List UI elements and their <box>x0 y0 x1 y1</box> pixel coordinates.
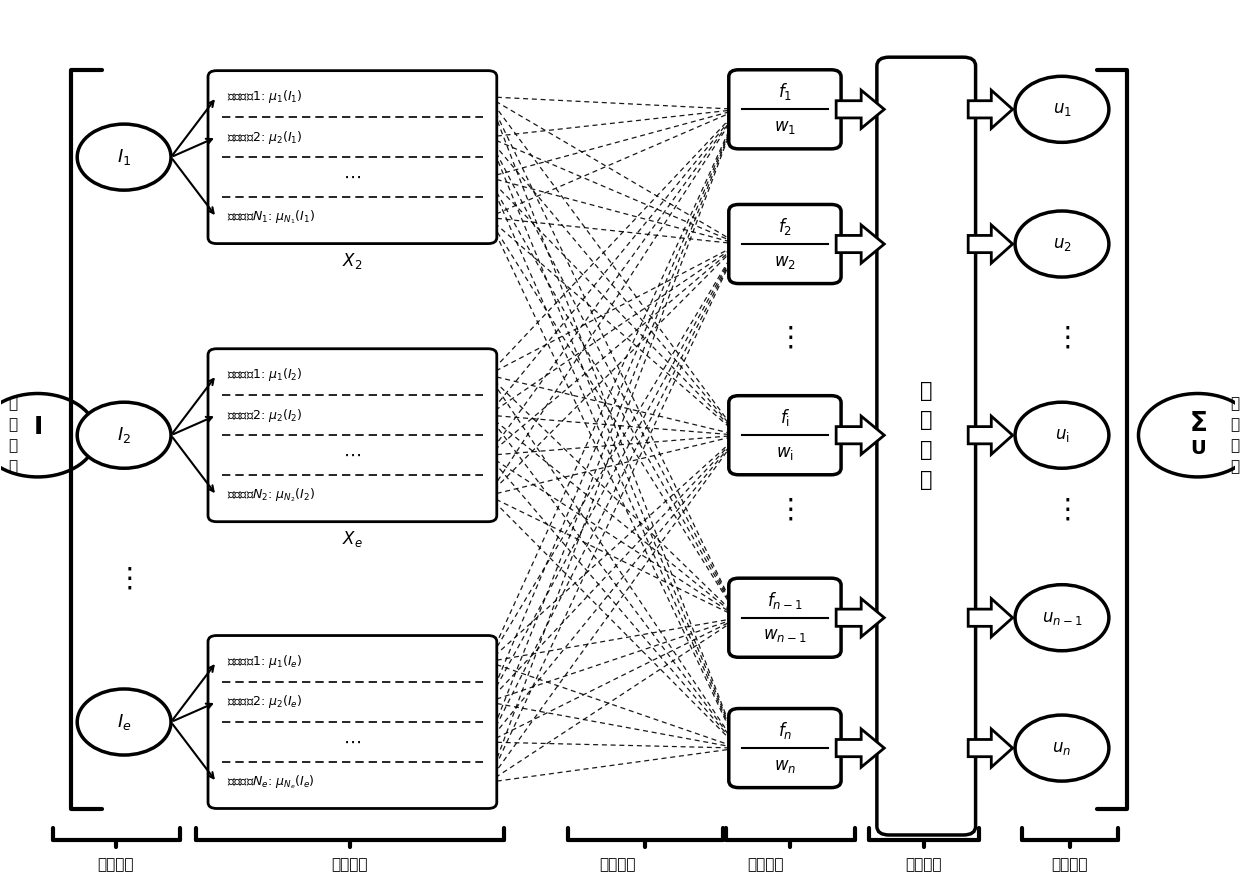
Text: $\boldsymbol{I_1}$: $\boldsymbol{I_1}$ <box>117 147 131 167</box>
Text: 状态变量: 状态变量 <box>97 858 134 872</box>
Text: $\boldsymbol{u_2}$: $\boldsymbol{u_2}$ <box>1053 235 1071 253</box>
Text: 状态划分: 状态划分 <box>748 858 784 872</box>
FancyBboxPatch shape <box>877 57 976 835</box>
Circle shape <box>1016 715 1109 781</box>
FancyBboxPatch shape <box>208 636 497 809</box>
Text: $X_e$: $X_e$ <box>342 528 363 548</box>
Text: $\boldsymbol{I_e}$: $\boldsymbol{I_e}$ <box>117 712 131 732</box>
Text: $\mathbf{U}$: $\mathbf{U}$ <box>1189 439 1205 458</box>
FancyBboxPatch shape <box>729 204 841 284</box>
Text: $\boldsymbol{w_n}$: $\boldsymbol{w_n}$ <box>774 757 796 774</box>
FancyBboxPatch shape <box>208 71 497 244</box>
Text: $X_2$: $X_2$ <box>342 251 362 271</box>
Text: $\boldsymbol{u_{n-1}}$: $\boldsymbol{u_{n-1}}$ <box>1042 609 1083 626</box>
Circle shape <box>1016 76 1109 143</box>
Polygon shape <box>836 598 884 637</box>
Circle shape <box>1016 211 1109 277</box>
Text: $\cdots$: $\cdots$ <box>343 733 361 751</box>
Circle shape <box>1138 393 1240 477</box>
Circle shape <box>77 402 171 469</box>
Text: $\mathbf{I}$: $\mathbf{I}$ <box>33 414 42 439</box>
Text: $\vdots$: $\vdots$ <box>1053 324 1070 352</box>
Circle shape <box>1016 584 1109 651</box>
FancyBboxPatch shape <box>729 396 841 475</box>
Text: $\vdots$: $\vdots$ <box>776 495 794 523</box>
Text: 模糊集合1: $\mu_1(I_1)$: 模糊集合1: $\mu_1(I_1)$ <box>227 88 303 105</box>
Text: 模糊集合2: $\mu_2(I_e)$: 模糊集合2: $\mu_2(I_e)$ <box>227 694 303 710</box>
FancyBboxPatch shape <box>729 578 841 657</box>
Text: 模糊集合$N_e$: $\mu_{N_e}(I_e)$: 模糊集合$N_e$: $\mu_{N_e}(I_e)$ <box>227 774 314 791</box>
Circle shape <box>1016 402 1109 469</box>
Text: $\boldsymbol{f_n}$: $\boldsymbol{f_n}$ <box>777 720 792 741</box>
Polygon shape <box>968 729 1013 767</box>
Text: $\vdots$: $\vdots$ <box>776 324 794 352</box>
Text: 状
态
变
量: 状 态 变 量 <box>9 396 17 474</box>
Polygon shape <box>836 416 884 455</box>
Text: $\vdots$: $\vdots$ <box>115 565 133 593</box>
Text: $\boldsymbol{f_1}$: $\boldsymbol{f_1}$ <box>777 81 792 102</box>
Circle shape <box>77 689 171 755</box>
Text: $\boldsymbol{f_{\rm i}}$: $\boldsymbol{f_{\rm i}}$ <box>780 407 790 428</box>
Text: $\vdots$: $\vdots$ <box>1053 495 1070 523</box>
Polygon shape <box>968 416 1013 455</box>
FancyBboxPatch shape <box>729 709 841 788</box>
Text: 模糊规则: 模糊规则 <box>599 858 636 872</box>
Text: $\boldsymbol{f_{n-1}}$: $\boldsymbol{f_{n-1}}$ <box>768 590 802 611</box>
Text: $\boldsymbol{I_2}$: $\boldsymbol{I_2}$ <box>117 425 131 445</box>
Polygon shape <box>836 90 884 129</box>
FancyBboxPatch shape <box>208 349 497 522</box>
Text: $\boldsymbol{w_2}$: $\boldsymbol{w_2}$ <box>774 252 796 271</box>
Text: 模糊集合$N_1$: $\mu_{N_1}(I_1)$: 模糊集合$N_1$: $\mu_{N_1}(I_1)$ <box>227 208 315 226</box>
Text: 模糊集合: 模糊集合 <box>331 858 368 872</box>
Text: 模糊集合$N_2$: $\mu_{N_2}(I_2)$: 模糊集合$N_2$: $\mu_{N_2}(I_2)$ <box>227 487 315 505</box>
Text: $\boldsymbol{w_{\rm i}}$: $\boldsymbol{w_{\rm i}}$ <box>776 444 794 462</box>
Text: $\boldsymbol{w_{n-1}}$: $\boldsymbol{w_{n-1}}$ <box>763 626 807 645</box>
Text: $\boldsymbol{f_2}$: $\boldsymbol{f_2}$ <box>777 215 792 237</box>
Text: 模糊集合2: $\mu_2(I_2)$: 模糊集合2: $\mu_2(I_2)$ <box>227 406 303 424</box>
FancyBboxPatch shape <box>729 70 841 149</box>
Text: 模糊集合2: $\mu_2(I_1)$: 模糊集合2: $\mu_2(I_1)$ <box>227 129 303 145</box>
Text: $\boldsymbol{u_1}$: $\boldsymbol{u_1}$ <box>1053 101 1071 118</box>
Text: 离散动作: 离散动作 <box>1052 858 1087 872</box>
Text: 输
出
动
作: 输 出 动 作 <box>1230 396 1239 474</box>
Polygon shape <box>968 598 1013 637</box>
Circle shape <box>0 393 97 477</box>
Polygon shape <box>968 225 1013 263</box>
Text: $\cdots$: $\cdots$ <box>343 168 361 187</box>
Text: 强
化
学
习: 强 化 学 习 <box>920 381 932 490</box>
Text: 模糊集合1: $\mu_1(I_2)$: 模糊集合1: $\mu_1(I_2)$ <box>227 366 303 384</box>
Text: $\mathbf{\Sigma}$: $\mathbf{\Sigma}$ <box>1189 411 1207 437</box>
Circle shape <box>77 124 171 190</box>
Text: $\boldsymbol{u_n}$: $\boldsymbol{u_n}$ <box>1053 739 1071 757</box>
Polygon shape <box>836 729 884 767</box>
Text: $\boldsymbol{w_1}$: $\boldsymbol{w_1}$ <box>774 118 796 136</box>
Text: 在线学习: 在线学习 <box>905 858 942 872</box>
Text: $\boldsymbol{u_{\rm i}}$: $\boldsymbol{u_{\rm i}}$ <box>1054 427 1069 444</box>
Polygon shape <box>968 90 1013 129</box>
Text: 模糊集合1: $\mu_1(I_e)$: 模糊集合1: $\mu_1(I_e)$ <box>227 653 303 670</box>
Polygon shape <box>836 225 884 263</box>
Text: $\cdots$: $\cdots$ <box>343 446 361 464</box>
